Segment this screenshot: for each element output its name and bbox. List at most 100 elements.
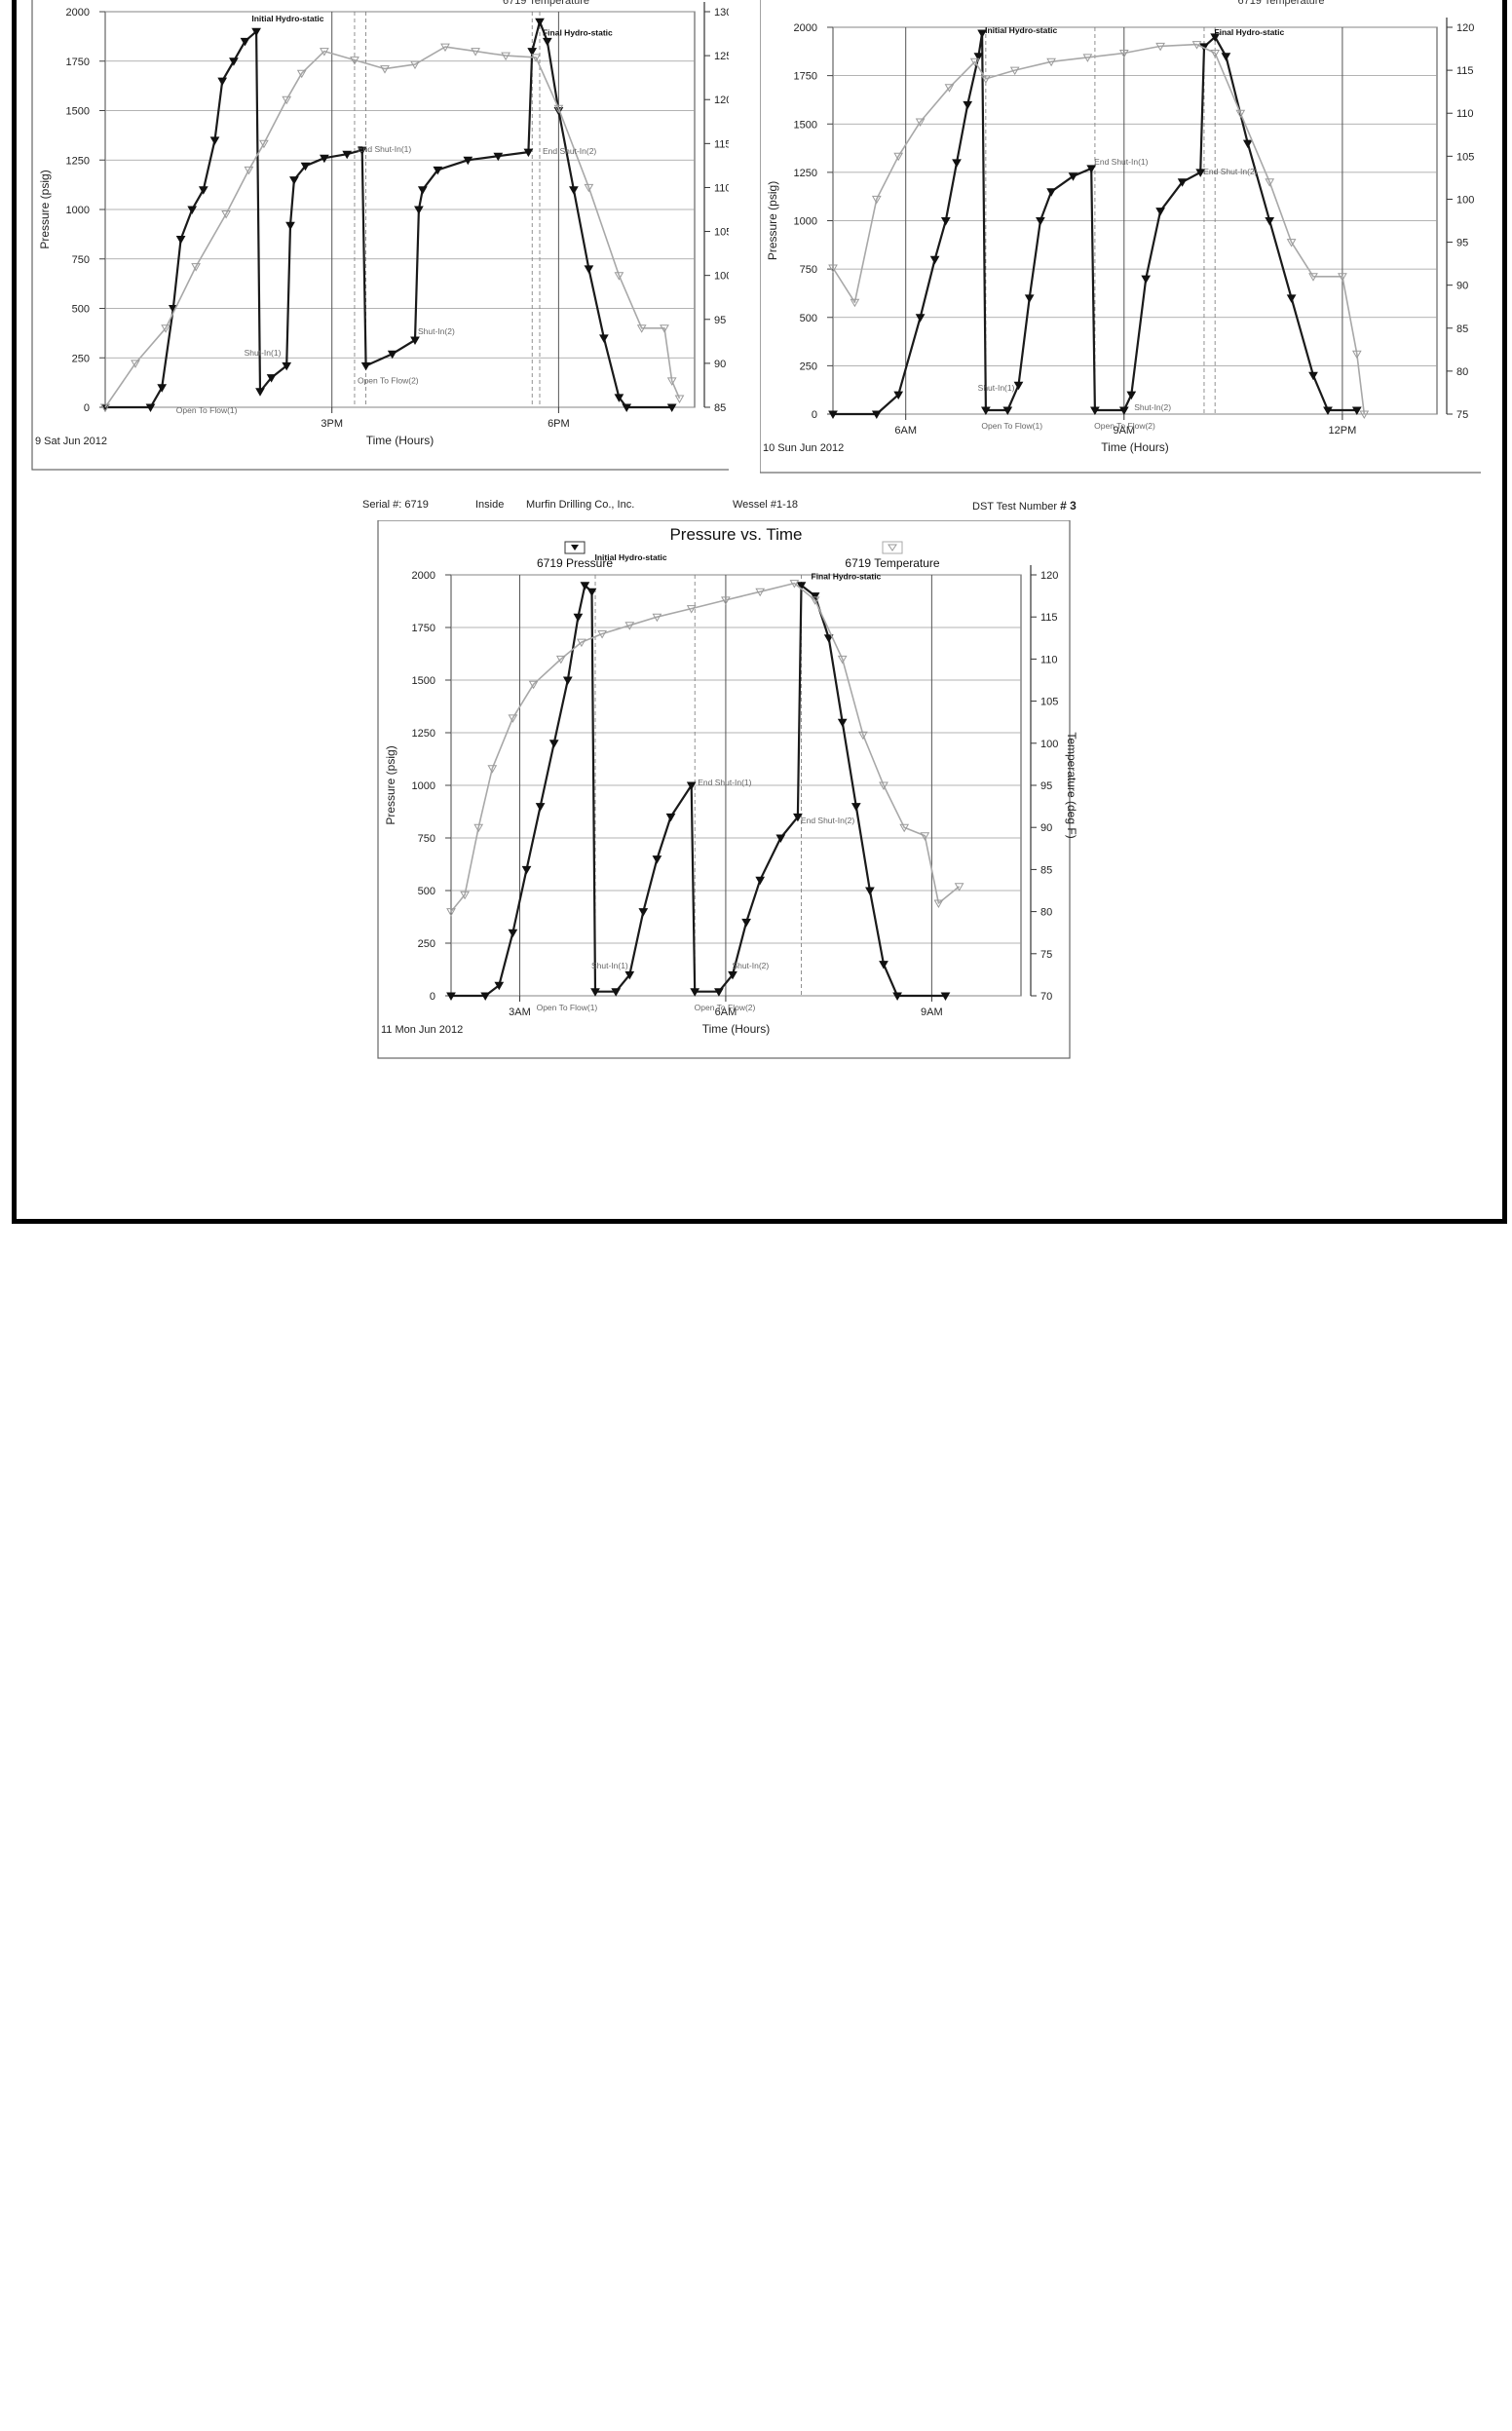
temperature-point: [440, 43, 450, 53]
temperature-point: [350, 57, 359, 65]
temperature-point: [1308, 273, 1318, 282]
pressure-point: [850, 803, 861, 812]
pressure-point: [1308, 371, 1318, 381]
temperature-point: [191, 263, 201, 272]
temperature-point: [501, 52, 510, 61]
y2-tick-label: 115: [1040, 612, 1058, 624]
pressure-point: [796, 582, 807, 590]
chart-title: Pressure vs. Time: [669, 525, 802, 544]
temperature-point: [1082, 54, 1093, 62]
pressure-point: [652, 855, 662, 864]
pressure-point: [1221, 53, 1231, 61]
pressure-point: [198, 186, 208, 195]
y2-tick-label: 110: [1456, 108, 1474, 120]
y2-tick-label: 95: [1040, 780, 1052, 792]
y2-tick-label: 75: [1040, 949, 1052, 961]
pressure-point: [300, 162, 311, 171]
temperature-point: [944, 84, 955, 93]
event-annotation: Open To Flow(2): [695, 1003, 756, 1012]
y-tick-label: 250: [800, 361, 817, 372]
event-annotation: Shut-In(1): [978, 383, 1015, 393]
serial-label: Serial #: 6719: [362, 499, 429, 511]
pressure-point: [586, 588, 597, 597]
pressure-point: [209, 136, 220, 145]
pressure-series-line: [451, 584, 946, 998]
event-annotation: Initial Hydro-static: [985, 25, 1057, 35]
pressure-point: [521, 865, 532, 875]
pressure-point: [973, 53, 984, 61]
y2-tick-label: 80: [1456, 366, 1468, 378]
company-label: Murfin Drilling Co., Inc.: [526, 499, 635, 511]
legend-temp-box: [882, 541, 903, 554]
pressure-point: [755, 876, 766, 886]
y2-tick-label: 100: [714, 271, 729, 283]
y2-tick-label: 80: [1040, 907, 1052, 919]
y2-tick-label: 85: [1040, 864, 1052, 876]
temperature-series-line: [450, 582, 961, 913]
y-tick-label: 1000: [66, 205, 90, 216]
pressure-point: [1024, 294, 1035, 303]
y2-tick-label: 125: [714, 51, 729, 62]
y-tick-label: 500: [800, 313, 817, 324]
temperature-point: [828, 264, 838, 274]
temperature-point: [1286, 239, 1297, 247]
y-tick-label: 2000: [412, 570, 435, 582]
pressure-point: [981, 406, 991, 416]
temperature-point: [1009, 66, 1020, 76]
event-annotation: Initial Hydro-static: [251, 14, 323, 23]
temperature-point: [259, 139, 269, 149]
pressure-point: [952, 159, 962, 168]
x-tick-label: 6PM: [548, 418, 570, 430]
temperature-point: [871, 195, 882, 205]
pressure-point: [569, 186, 579, 195]
pressure-point: [494, 981, 505, 991]
chart-3-svg: 0 250 500 750 1000 1250 1500 1750 2000 70 75 80 85 90…: [377, 519, 1078, 1059]
temperature-point: [410, 60, 420, 70]
event-annotation: Final Hydro-static: [1214, 27, 1284, 37]
pressure-point: [690, 988, 700, 997]
chart-outer-border: [377, 519, 1071, 1059]
pressure-point: [892, 992, 902, 1002]
pressure-point: [879, 961, 888, 969]
pressure-point: [1141, 275, 1152, 285]
y2-tick-label: 115: [1456, 65, 1474, 77]
pressure-point: [1323, 406, 1333, 416]
event-annotation: Shut-In(2): [732, 961, 769, 970]
temperature-series-line: [832, 43, 1366, 415]
y2-tick-label: 85: [714, 402, 726, 414]
temperature-point: [624, 622, 635, 630]
temperature-point: [915, 118, 926, 128]
y-tick-label: 1250: [412, 728, 435, 740]
temperature-point: [320, 48, 329, 57]
pressure-point: [535, 18, 545, 27]
x-axis-label: Time (Hours): [702, 1022, 771, 1036]
pressure-point: [527, 48, 538, 57]
y-tick-label: 1250: [794, 168, 817, 179]
legend-temp-label-cropped: 6719 Temperature: [503, 0, 589, 7]
pressure-point: [562, 676, 573, 686]
x-axis-label: Time (Hours): [1101, 440, 1169, 454]
event-annotation: Shut-In(1): [591, 961, 628, 970]
y2-tick-label: 95: [1456, 238, 1468, 249]
temperature-point: [1265, 178, 1275, 187]
y-axis-label: Pressure (psig): [38, 170, 52, 248]
temperature-point: [920, 832, 930, 841]
y-axis-label: Pressure (psig): [384, 745, 397, 824]
pressure-point: [493, 152, 504, 162]
temperature-point: [221, 210, 231, 219]
event-annotation: Shut-In(2): [1134, 402, 1171, 412]
pressure-point: [915, 314, 926, 323]
x-axis-label: Time (Hours): [366, 434, 435, 447]
temperature-point: [460, 891, 470, 900]
pressure-point: [865, 887, 875, 896]
pressure-point: [1013, 381, 1024, 391]
pressure-point: [357, 146, 367, 156]
temperature-point: [660, 324, 669, 333]
pressure-point: [714, 988, 724, 997]
temperature-point: [933, 899, 944, 909]
temperature-point: [850, 298, 860, 308]
pressure-point: [666, 403, 677, 413]
y2-tick-label: 120: [1040, 570, 1058, 582]
x-tick-label: 6AM: [715, 1007, 737, 1018]
temperature-point: [380, 65, 390, 74]
